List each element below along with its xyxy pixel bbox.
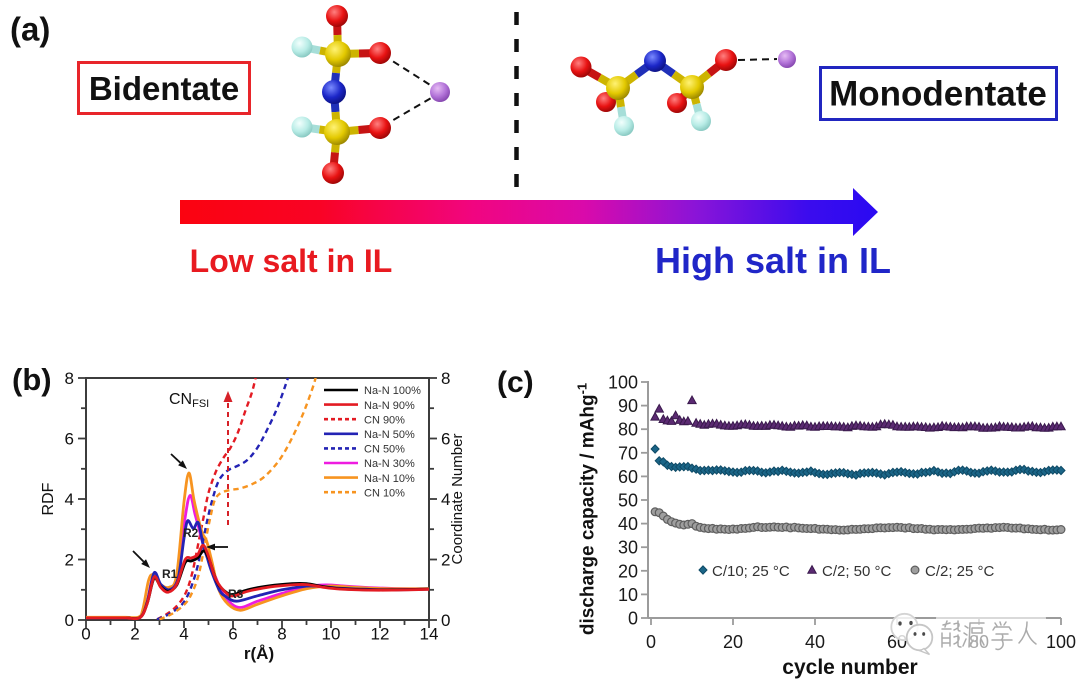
svg-text:High salt in IL: High salt in IL (655, 240, 891, 281)
svg-text:2: 2 (130, 625, 139, 644)
svg-text:CN 10%: CN 10% (364, 487, 405, 499)
svg-text:8: 8 (65, 369, 74, 388)
svg-text:4: 4 (179, 625, 188, 644)
svg-text:0: 0 (628, 609, 638, 629)
svg-text:cycle number: cycle number (782, 656, 917, 679)
svg-text:8: 8 (441, 369, 450, 388)
svg-text:R3: R3 (228, 587, 244, 601)
svg-text:40: 40 (618, 514, 638, 534)
svg-text:6: 6 (65, 430, 74, 449)
svg-text:60: 60 (618, 467, 638, 487)
svg-text:0: 0 (441, 611, 450, 630)
svg-text:30: 30 (618, 538, 638, 558)
svg-text:14: 14 (420, 625, 439, 644)
svg-text:Na-N 50%: Na-N 50% (364, 429, 415, 441)
svg-text:4: 4 (441, 490, 450, 509)
svg-text:0: 0 (646, 632, 656, 652)
svg-text:Na-N 90%: Na-N 90% (364, 400, 415, 412)
svg-text:(c): (c) (497, 366, 534, 399)
svg-text:Monodentate: Monodentate (829, 75, 1047, 114)
svg-text:Na-N 30%: Na-N 30% (364, 458, 415, 470)
svg-text:100: 100 (608, 373, 638, 393)
svg-text:70: 70 (618, 443, 638, 463)
svg-text:R2: R2 (183, 526, 199, 540)
svg-text:10: 10 (618, 585, 638, 605)
svg-text:6: 6 (441, 430, 450, 449)
svg-text:(a): (a) (10, 11, 50, 48)
svg-text:0: 0 (81, 625, 90, 644)
svg-text:R1: R1 (162, 567, 178, 581)
svg-text:C/2; 50 °C: C/2; 50 °C (822, 563, 892, 580)
svg-text:20: 20 (723, 632, 743, 652)
svg-text:100: 100 (1046, 632, 1076, 652)
svg-text:50: 50 (618, 491, 638, 511)
svg-text:C/10; 25 °C: C/10; 25 °C (712, 563, 790, 580)
svg-text:4: 4 (65, 490, 74, 509)
svg-text:CN 90%: CN 90% (364, 414, 405, 426)
svg-text:discharge capacity / mAhg-1: discharge capacity / mAhg-1 (575, 383, 599, 635)
svg-text:2: 2 (441, 551, 450, 570)
svg-text:Low salt in IL: Low salt in IL (190, 243, 393, 279)
svg-text:Na-N 10%: Na-N 10% (364, 473, 415, 485)
svg-text:Na-N 100%: Na-N 100% (364, 385, 421, 397)
svg-text:8: 8 (277, 625, 286, 644)
svg-text:Coordinate Number: Coordinate Number (449, 434, 466, 565)
svg-text:6: 6 (228, 625, 237, 644)
svg-text:80: 80 (618, 420, 638, 440)
svg-text:10: 10 (322, 625, 341, 644)
svg-text:40: 40 (805, 632, 825, 652)
svg-text:C/2; 25 °C: C/2; 25 °C (925, 563, 995, 580)
svg-text:12: 12 (371, 625, 390, 644)
svg-text:r(Å): r(Å) (244, 644, 274, 663)
svg-text:RDF: RDF (40, 482, 57, 515)
svg-text:2: 2 (65, 551, 74, 570)
svg-text:90: 90 (618, 396, 638, 416)
svg-text:(b): (b) (12, 362, 52, 397)
svg-text:Bidentate: Bidentate (89, 70, 239, 107)
svg-text:CN 50%: CN 50% (364, 444, 405, 456)
svg-text:20: 20 (618, 561, 638, 581)
svg-text:0: 0 (65, 611, 74, 630)
